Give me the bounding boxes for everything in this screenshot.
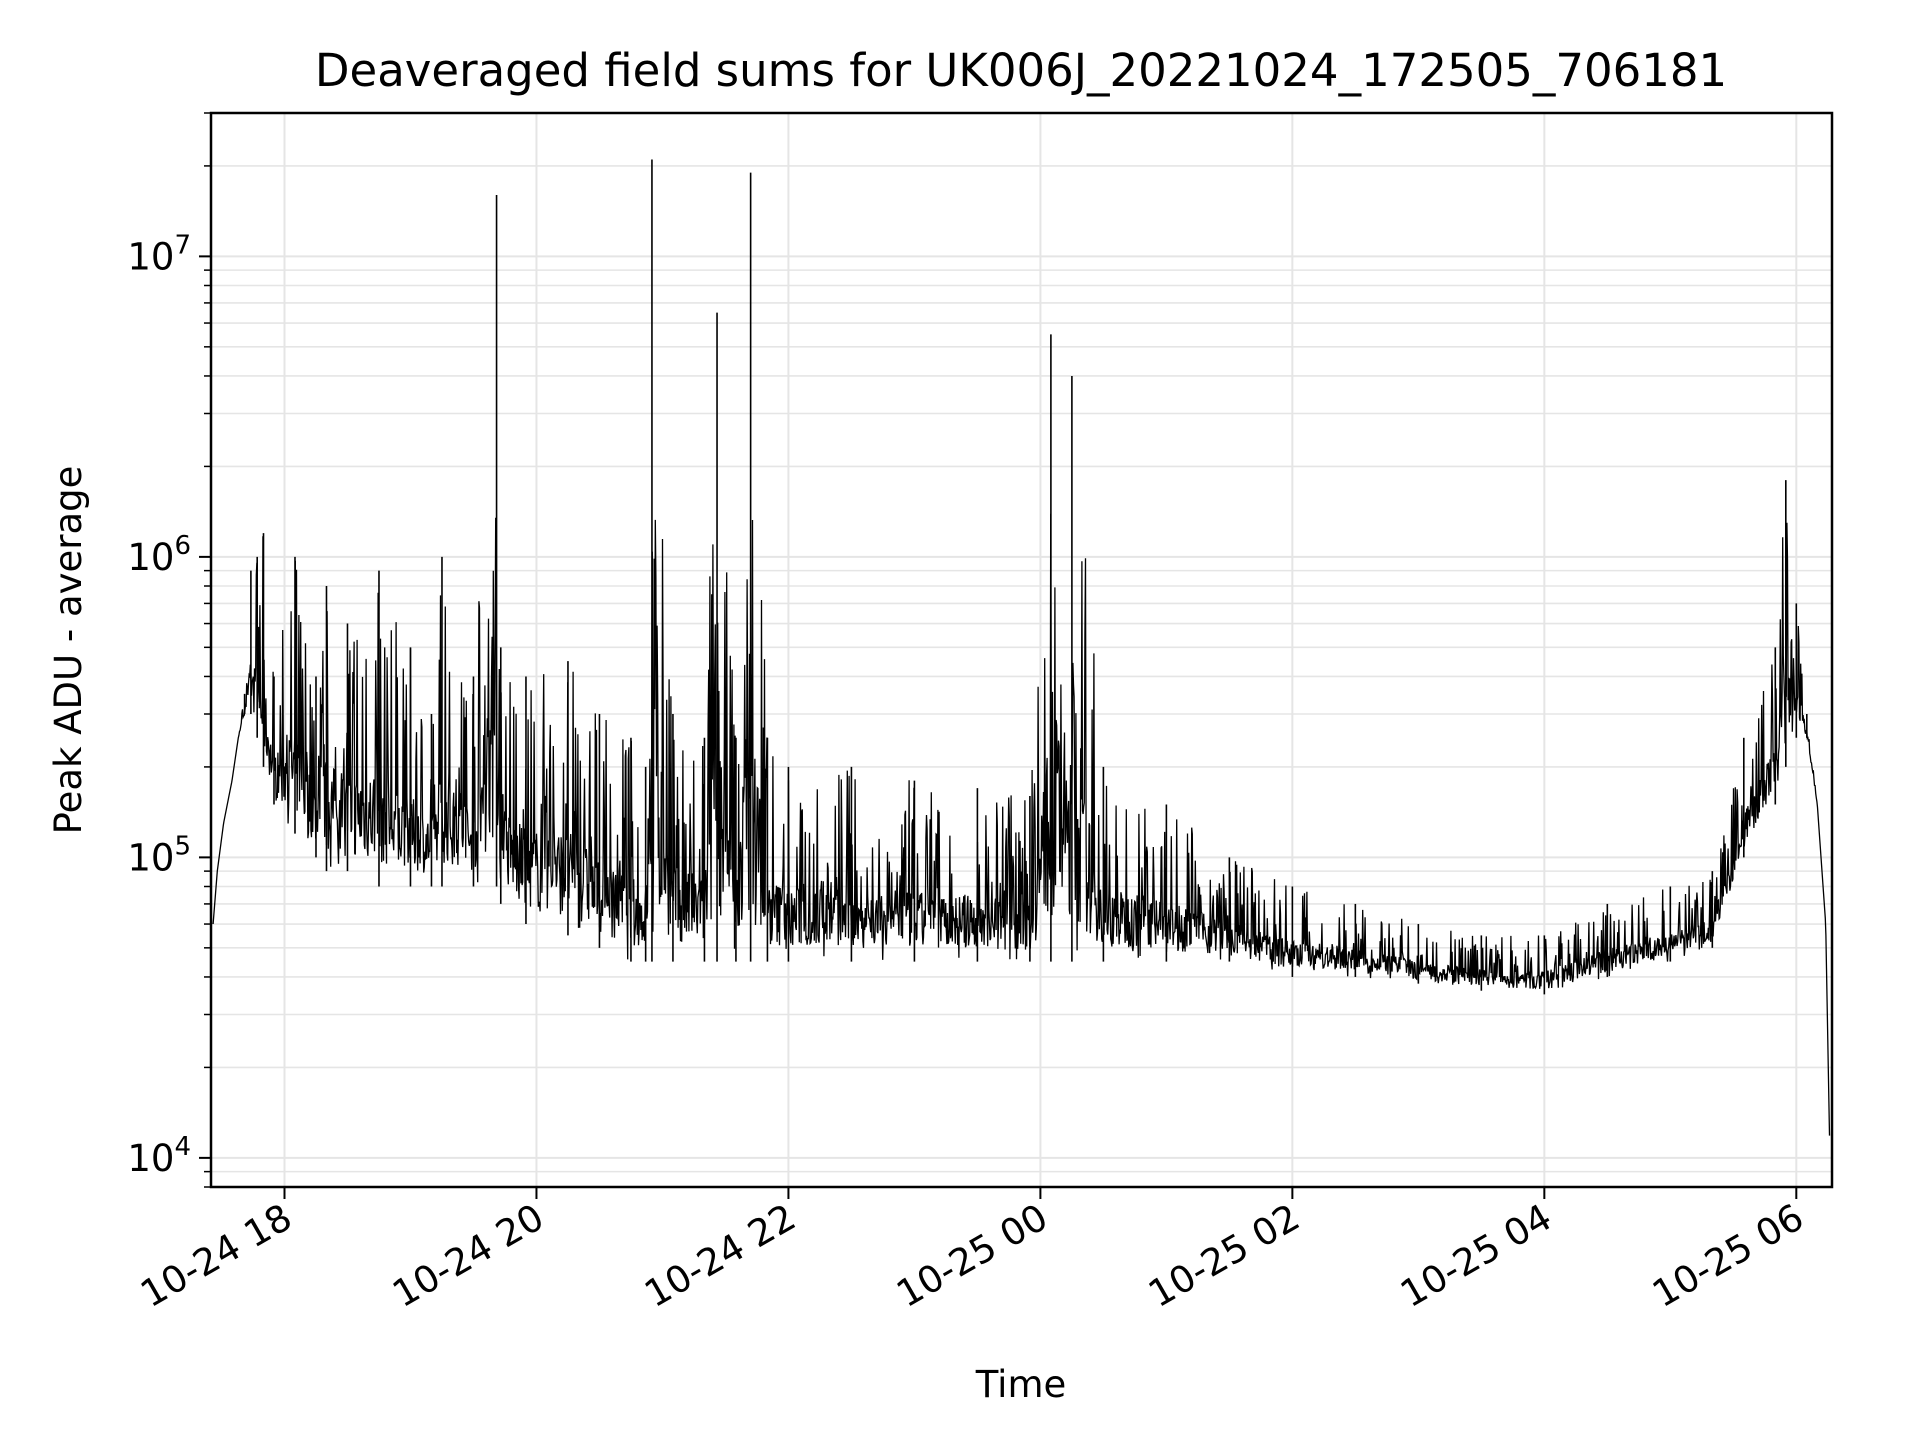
chart-title: Deaveraged field sums for UK006J_2022102…	[315, 44, 1727, 97]
line-layer	[212, 159, 1831, 1136]
x-axis-title: Time	[975, 1363, 1067, 1406]
series-line	[212, 513, 1831, 1136]
y-axis-title: Peak ADU - average	[47, 466, 90, 835]
y-tick-label: 106	[127, 531, 191, 579]
y-tick-label: 104	[127, 1132, 191, 1180]
y-axis: 104 105 106 107	[127, 112, 211, 1188]
y-tick-label: 107	[127, 230, 191, 278]
y-tick-label: 105	[127, 831, 191, 879]
plot-frame	[209, 111, 1834, 1189]
